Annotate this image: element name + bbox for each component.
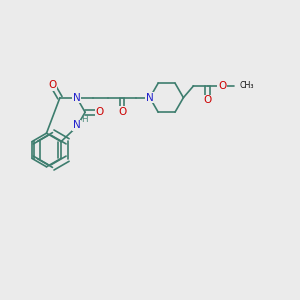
Text: CH₃: CH₃ xyxy=(239,81,254,90)
Text: O: O xyxy=(49,80,57,90)
Text: O: O xyxy=(118,107,126,117)
Text: O: O xyxy=(204,95,212,105)
Text: H: H xyxy=(81,115,88,124)
Text: N: N xyxy=(146,93,154,103)
Text: N: N xyxy=(73,93,81,103)
Text: O: O xyxy=(218,82,226,92)
Text: N: N xyxy=(73,120,81,130)
Text: O: O xyxy=(95,107,104,117)
